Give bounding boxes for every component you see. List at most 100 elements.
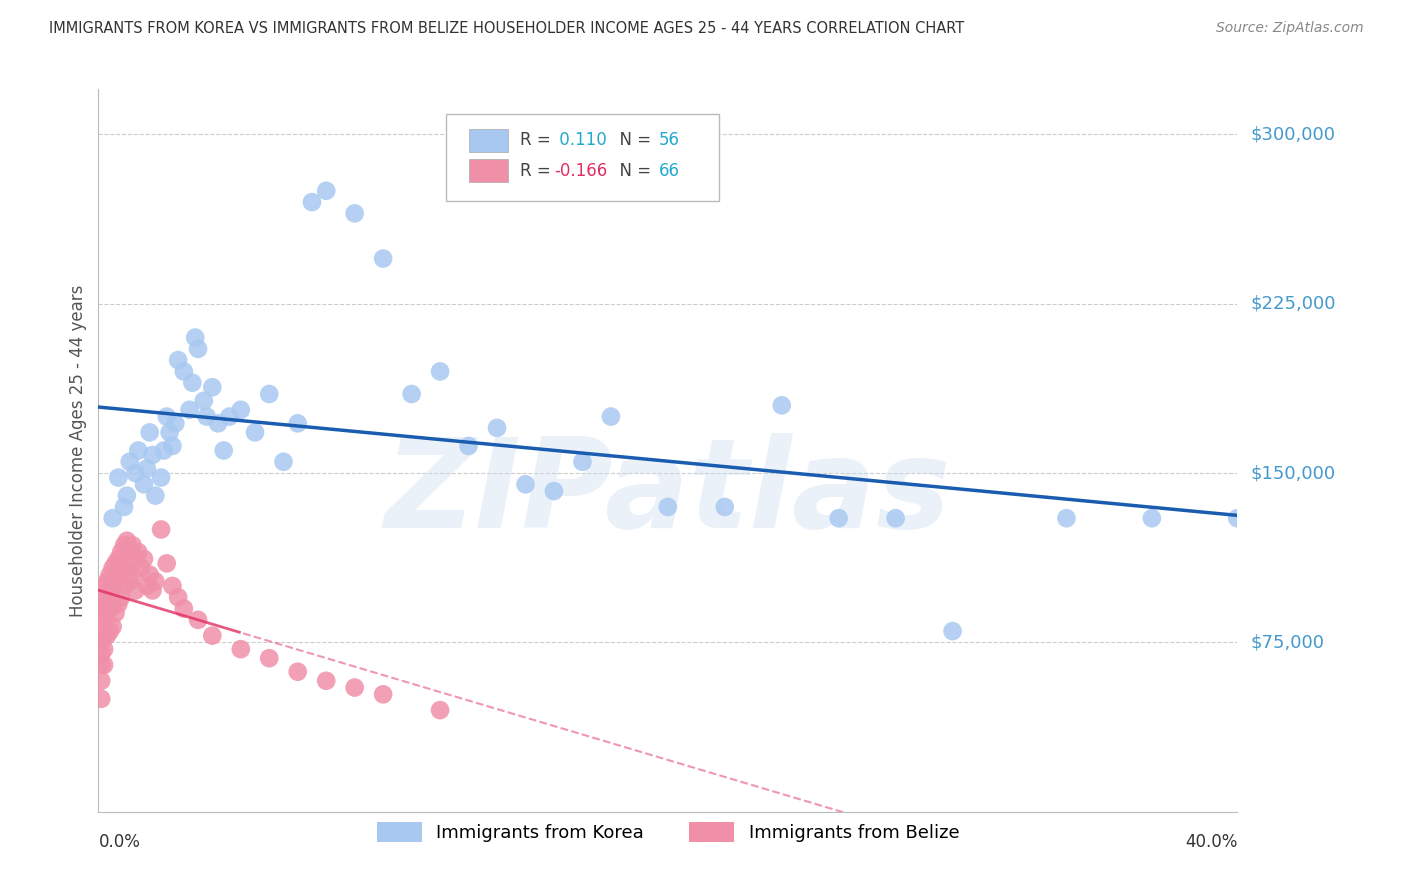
Point	[770, 398, 793, 412]
Point	[118, 545, 141, 559]
Point	[201, 380, 224, 394]
Point	[110, 561, 132, 575]
Legend: Immigrants from Korea, Immigrants from Belize: Immigrants from Korea, Immigrants from B…	[370, 814, 966, 850]
Point	[657, 500, 679, 514]
Point	[98, 567, 121, 582]
Point	[104, 574, 127, 589]
Point	[93, 597, 115, 611]
Point	[90, 624, 112, 639]
Point	[373, 687, 395, 701]
Point	[150, 523, 173, 537]
Point	[207, 417, 229, 431]
FancyBboxPatch shape	[446, 114, 718, 202]
Point	[127, 545, 149, 559]
Point	[243, 425, 266, 440]
Point	[162, 439, 184, 453]
Text: R =: R =	[520, 131, 555, 150]
Point	[145, 574, 167, 589]
Point	[104, 557, 127, 571]
Point	[110, 591, 132, 605]
Point	[110, 545, 132, 559]
Point	[212, 443, 235, 458]
Point	[98, 601, 121, 615]
Point	[1056, 511, 1078, 525]
Point	[301, 195, 323, 210]
Point	[515, 477, 537, 491]
Point	[187, 613, 209, 627]
Point	[343, 681, 366, 695]
Text: $150,000: $150,000	[1251, 464, 1336, 482]
Text: N =: N =	[609, 131, 657, 150]
Point	[600, 409, 623, 424]
Point	[184, 330, 207, 344]
Point	[121, 538, 143, 552]
Point	[112, 579, 135, 593]
Point	[101, 579, 124, 593]
Point	[138, 567, 160, 582]
Point	[229, 642, 252, 657]
Point	[162, 579, 184, 593]
Point	[107, 551, 129, 566]
Point	[93, 613, 115, 627]
Point	[98, 583, 121, 598]
Point	[90, 673, 112, 688]
Point	[218, 409, 240, 424]
Point	[135, 461, 157, 475]
Point	[571, 455, 593, 469]
Point	[118, 455, 141, 469]
Point	[201, 629, 224, 643]
Text: N =: N =	[609, 161, 657, 180]
Point	[373, 252, 395, 266]
Point	[429, 364, 451, 378]
Point	[141, 448, 163, 462]
Point	[714, 500, 737, 514]
Text: Source: ZipAtlas.com: Source: ZipAtlas.com	[1216, 21, 1364, 35]
Point	[93, 629, 115, 643]
Point	[173, 364, 195, 378]
Point	[124, 466, 146, 480]
Point	[195, 409, 218, 424]
Point	[273, 455, 295, 469]
Point	[112, 500, 135, 514]
Point	[173, 601, 195, 615]
Point	[401, 387, 423, 401]
Text: $75,000: $75,000	[1251, 633, 1324, 651]
Point	[167, 353, 190, 368]
Point	[132, 551, 155, 566]
Point	[287, 665, 309, 679]
Point	[828, 511, 851, 525]
Point	[138, 425, 160, 440]
FancyBboxPatch shape	[468, 160, 509, 182]
Point	[135, 579, 157, 593]
Point	[96, 574, 118, 589]
Point	[259, 651, 281, 665]
Point	[167, 591, 190, 605]
Point	[118, 574, 141, 589]
Point	[429, 703, 451, 717]
Text: 0.110: 0.110	[554, 131, 607, 150]
Text: 56: 56	[659, 131, 679, 150]
Point	[115, 489, 138, 503]
Point	[93, 642, 115, 657]
Point	[141, 583, 163, 598]
Point	[107, 470, 129, 484]
Point	[96, 629, 118, 643]
Point	[193, 393, 215, 408]
Point	[884, 511, 907, 525]
Text: $300,000: $300,000	[1251, 126, 1336, 144]
Point	[181, 376, 204, 390]
Point	[165, 417, 187, 431]
Point	[96, 606, 118, 620]
Point	[159, 425, 181, 440]
Point	[129, 561, 152, 575]
Point	[1140, 511, 1163, 525]
Point	[107, 597, 129, 611]
Point	[90, 591, 112, 605]
Point	[156, 557, 179, 571]
Point	[90, 635, 112, 649]
Point	[101, 597, 124, 611]
Point	[121, 567, 143, 582]
Point	[127, 443, 149, 458]
Point	[259, 387, 281, 401]
Point	[101, 619, 124, 633]
